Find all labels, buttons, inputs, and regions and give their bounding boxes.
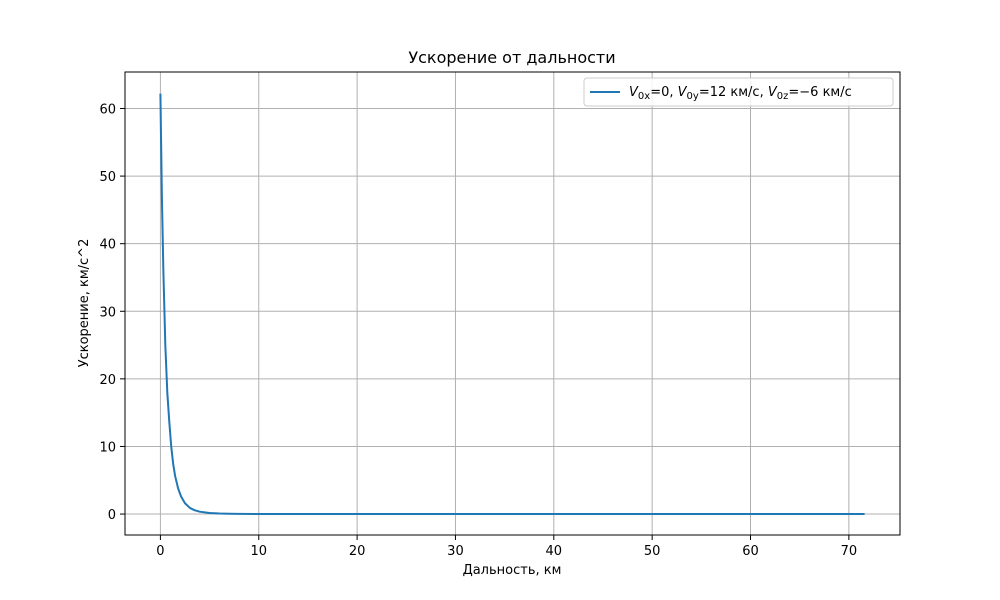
x-tick-label: 20 — [349, 544, 366, 559]
x-tick-label: 60 — [742, 544, 759, 559]
y-tick-label: 0 — [108, 508, 116, 523]
x-tick-label: 0 — [156, 544, 164, 559]
y-tick-label: 40 — [99, 238, 116, 253]
x-tick-label: 70 — [841, 544, 858, 559]
y-axis: 0 10 20 30 40 50 60 — [99, 102, 125, 523]
y-tick-label: 50 — [99, 170, 116, 185]
y-tick-label: 30 — [99, 305, 116, 320]
x-axis-label: Дальность, км — [463, 563, 562, 578]
series-layer — [159, 93, 865, 516]
x-tick-label: 40 — [546, 544, 563, 559]
y-tick-label: 60 — [99, 102, 116, 117]
y-axis-label: Ускорение, км/с^2 — [77, 239, 92, 368]
legend-box — [583, 77, 894, 107]
x-tick-label: 30 — [447, 544, 464, 559]
series-line — [159, 93, 865, 516]
chart-title: Ускорение от дальности — [408, 48, 615, 67]
x-tick-label: 50 — [644, 544, 661, 559]
y-tick-label: 10 — [99, 440, 116, 455]
grid — [125, 72, 900, 535]
plot-frame — [124, 71, 901, 536]
y-tick-label: 20 — [99, 373, 116, 388]
x-tick-label: 10 — [250, 544, 267, 559]
legend-label: V0x=0, V0y=12 км/с, V0z=−6 км/с — [629, 85, 852, 102]
x-axis: 0 10 20 30 40 50 60 70 — [156, 535, 857, 559]
legend: V0x=0, V0y=12 км/с, V0z=−6 км/с — [583, 77, 894, 107]
